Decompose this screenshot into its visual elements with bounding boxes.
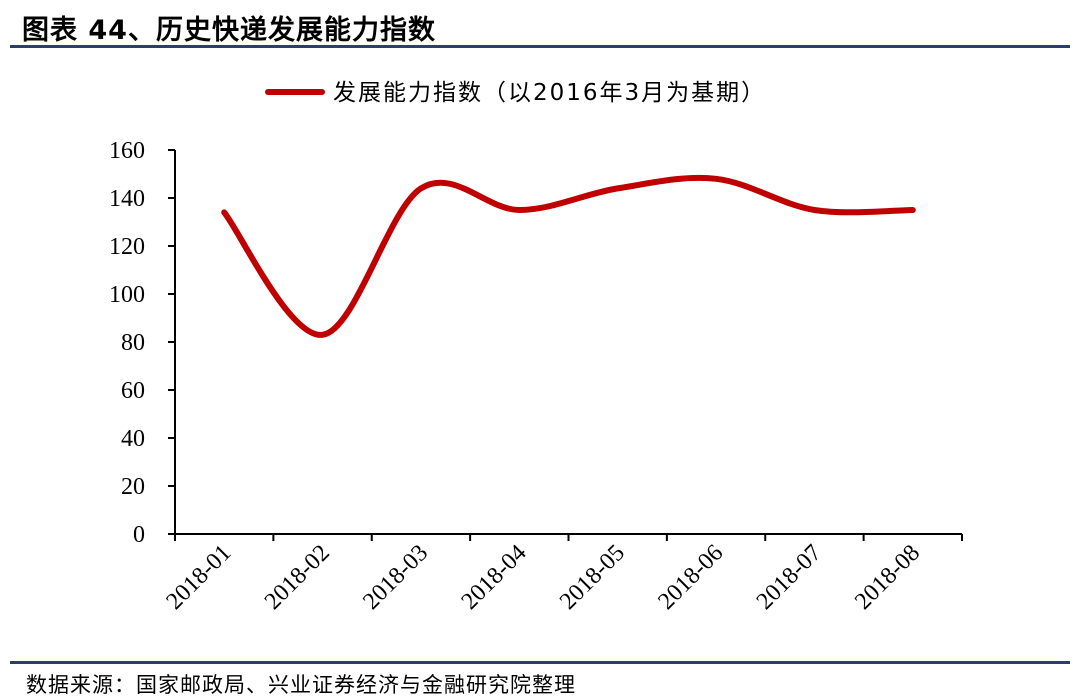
x-tick-label: 2018-03 — [358, 540, 433, 615]
data-point — [518, 209, 520, 211]
data-point — [322, 334, 324, 336]
legend-label: 发展能力指数（以2016年3月为基期） — [333, 80, 766, 106]
y-tick-label: 100 — [109, 282, 145, 308]
figure-title: 图表 44、历史快递发展能力指数 — [22, 15, 436, 46]
data-point — [223, 211, 225, 213]
x-tick-label: 2018-06 — [653, 540, 728, 615]
data-point — [420, 187, 422, 189]
x-tick-label: 2018-05 — [555, 540, 630, 615]
y-tick-label: 20 — [121, 474, 145, 500]
source-note: 数据来源：国家邮政局、兴业证券经济与金融研究院整理 — [26, 673, 576, 697]
line-chart: 0 20 40 60 80 100 120 140 160 2018-01 2018-02 2018-… — [109, 80, 963, 615]
x-tick-label: 2018-08 — [850, 540, 925, 615]
data-point — [617, 187, 619, 189]
x-tick-label: 2018-02 — [260, 540, 335, 615]
y-tick-label: 60 — [121, 378, 145, 404]
y-tick-label: 120 — [109, 234, 145, 260]
x-tick-label: 2018-07 — [752, 540, 827, 615]
y-tick-label: 40 — [121, 426, 145, 452]
x-tick-label: 2018-01 — [161, 540, 236, 615]
y-tick-label: 140 — [109, 186, 145, 212]
data-point — [813, 209, 815, 211]
series-line — [221, 174, 916, 338]
title-divider — [10, 45, 1070, 48]
y-tick-label: 80 — [121, 330, 145, 356]
y-tick-label: 0 — [133, 522, 145, 548]
x-tick-label: 2018-04 — [457, 540, 532, 615]
data-point — [715, 178, 717, 180]
data-point — [912, 209, 914, 211]
source-divider — [10, 661, 1070, 664]
y-tick-label: 160 — [109, 138, 145, 164]
